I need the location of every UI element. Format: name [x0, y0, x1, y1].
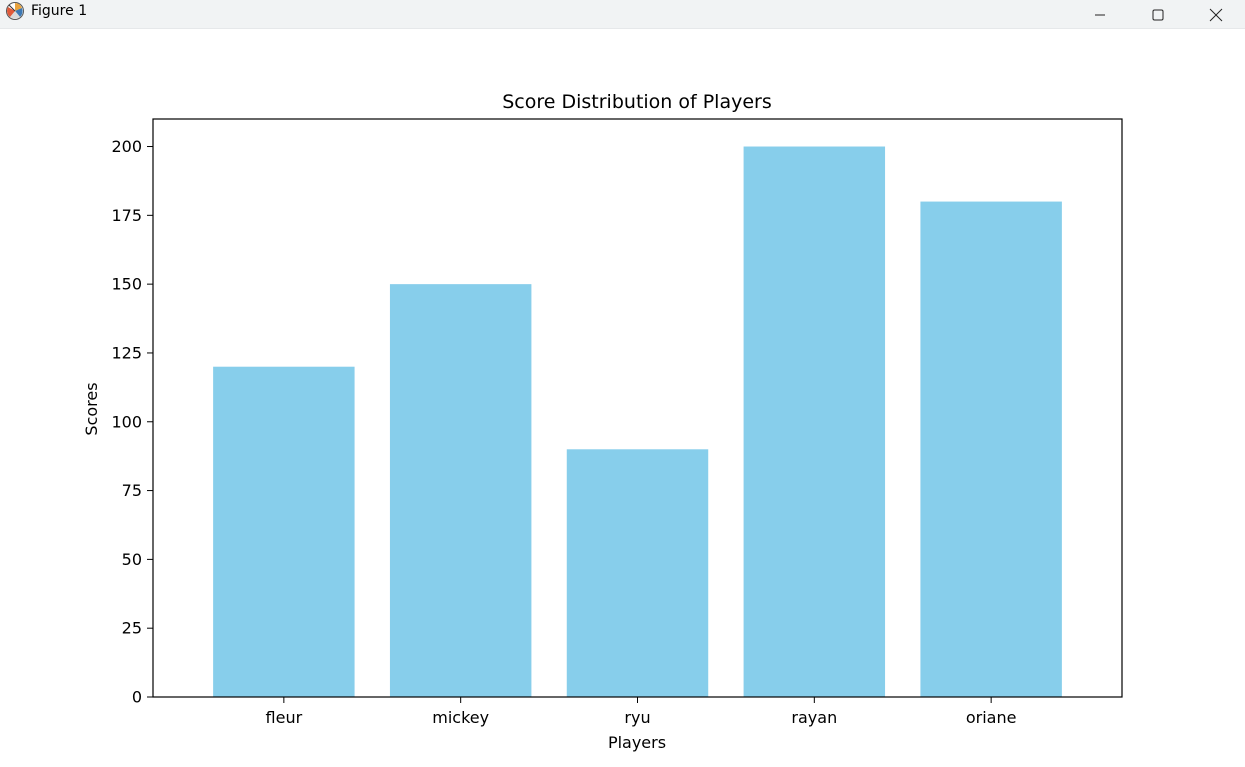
x-axis-label: Players [608, 733, 666, 752]
bar-fleur [213, 366, 355, 697]
maximize-icon [1152, 9, 1164, 20]
y-tick-label: 0 [132, 688, 142, 707]
window-titlebar: Figure 1 [0, 0, 1245, 29]
y-tick-label: 150 [111, 275, 142, 294]
x-axis: fleur mickey ryu rayan oriane [266, 697, 1017, 727]
bars-layer [213, 146, 1062, 697]
x-tick-label-rayan: rayan [791, 708, 837, 727]
matplotlib-figure-icon [6, 2, 24, 20]
plot-frame [152, 118, 1123, 698]
window-title: Figure 1 [31, 3, 88, 19]
y-tick-label: 125 [111, 343, 142, 362]
y-tick-label: 200 [111, 137, 142, 156]
minimize-button[interactable] [1071, 0, 1129, 29]
x-tick-label-mickey: mickey [432, 708, 489, 727]
close-button[interactable] [1187, 0, 1245, 29]
close-icon [1209, 8, 1223, 21]
maximize-button[interactable] [1129, 0, 1187, 29]
x-tick-label-oriane: oriane [966, 708, 1017, 727]
minimize-icon [1095, 14, 1105, 15]
bar-mickey [389, 284, 532, 697]
bar-rayan [743, 146, 886, 697]
y-axis: 0 25 50 75 100 125 150 175 200 [111, 137, 153, 707]
bar-oriane [920, 201, 1062, 697]
bar-ryu [566, 449, 709, 697]
y-tick-label: 25 [122, 619, 142, 638]
y-tick-label: 50 [122, 550, 142, 569]
x-tick-label-ryu: ryu [624, 708, 650, 727]
figure-canvas: Score Distribution of Players Players Sc… [0, 29, 1245, 767]
chart-title: Score Distribution of Players [502, 91, 772, 113]
bar-chart: Score Distribution of Players Players Sc… [82, 91, 1123, 752]
y-axis-label: Scores [82, 382, 101, 435]
x-tick-label-fleur: fleur [266, 708, 303, 727]
y-tick-label: 75 [122, 481, 142, 500]
y-tick-label: 100 [111, 412, 142, 431]
y-tick-label: 175 [111, 206, 142, 225]
